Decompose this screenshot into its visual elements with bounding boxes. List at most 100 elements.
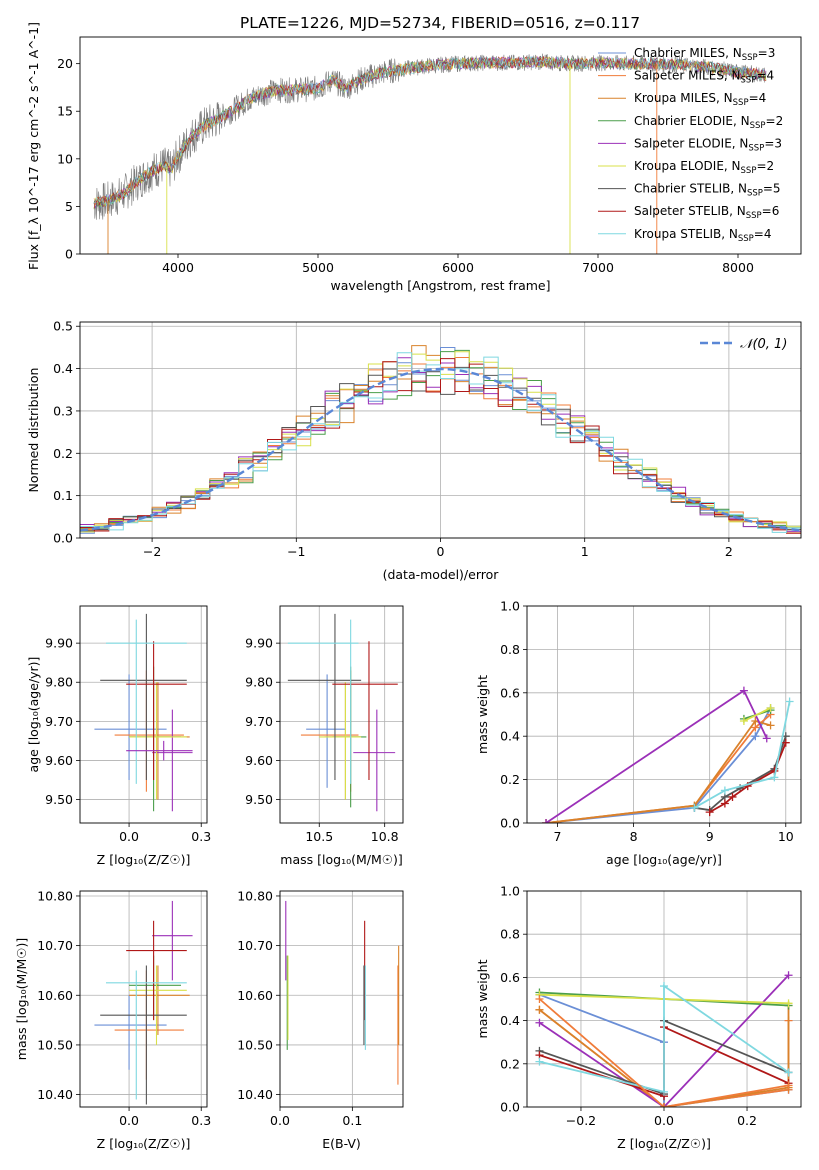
residuals-axes: −2 −1 0 1 2 0.0 0.1 0.2 0.3 0.4 0.5	[53, 319, 801, 559]
x-tick-label: 6000	[442, 260, 474, 275]
spectrum-model-line	[93, 56, 767, 207]
series-marker	[784, 999, 793, 1008]
x-tick-label: 1	[581, 544, 589, 559]
massweight_vs_Z-xlabel: Z [log₁₀(Z/Z☉)]	[617, 1136, 711, 1151]
mass_vs_ebv-plot-area	[285, 900, 400, 1085]
histogram-step	[80, 352, 801, 533]
y-tick-label: 9.70	[45, 714, 73, 729]
y-tick-label: 0.0	[500, 1100, 520, 1115]
mass_vs_Z-frame	[79, 890, 208, 1108]
age_vs_Z-plot-area	[94, 613, 193, 812]
series-marker	[720, 786, 729, 795]
x-tick-label: 8000	[722, 260, 754, 275]
y-tick-label: 1.0	[500, 884, 520, 899]
y-tick-label: 0.2	[500, 1056, 520, 1071]
series-marker	[781, 738, 790, 747]
spectrum-frame	[79, 36, 802, 255]
legend-label: Salpeter ELODIE, NSSP=3	[634, 136, 782, 153]
legend-label: Salpeter MILES, NSSP=4	[634, 69, 774, 86]
spectrum-model-line	[93, 55, 767, 210]
y-tick-label: 20	[57, 56, 73, 71]
y-tick-label: 10.70	[37, 938, 73, 953]
series-line	[545, 689, 768, 823]
legend-label: Chabrier ELODIE, NSSP=2	[634, 114, 783, 131]
spectrum-ylabel: Flux [f_λ 10^-17 erg cm^-2 s^-1 A^-1]	[26, 22, 41, 270]
y-tick-label: 10.50	[37, 1037, 73, 1052]
series-line	[743, 707, 771, 722]
y-tick-label: 9.60	[245, 753, 273, 768]
x-tick-label: 7	[553, 829, 561, 844]
age_vs_mass-frame	[279, 605, 404, 824]
x-tick-label: 0.0	[270, 1113, 290, 1128]
residuals-xlabel: (data-model)/error	[383, 567, 500, 582]
x-tick-label: 0.0	[119, 829, 139, 844]
y-tick-label: 10.70	[237, 938, 273, 953]
legend-label: 𝒩(0, 1)	[740, 337, 787, 352]
series-marker	[535, 1005, 544, 1014]
age_vs_Z-ylabel: age [log₁₀(age/yr)]	[26, 657, 41, 773]
y-tick-label: 10.80	[237, 888, 273, 903]
mass_vs_Z-xlabel: Z [log₁₀(Z/Z☉)]	[97, 1136, 191, 1151]
series-marker	[785, 697, 794, 706]
x-tick-label: 10	[778, 829, 794, 844]
series-marker	[762, 734, 771, 743]
series-line	[538, 1005, 790, 1107]
y-tick-label: 10.60	[237, 988, 273, 1003]
series-marker	[751, 732, 760, 741]
y-tick-label: 9.50	[245, 792, 273, 807]
y-tick-label: 0.1	[53, 488, 73, 503]
y-tick-label: 10.50	[237, 1037, 273, 1052]
series-line	[538, 974, 790, 1107]
series-marker	[739, 686, 748, 695]
massweight_vs_age-frame	[526, 605, 802, 824]
y-tick-label: 15	[57, 104, 73, 119]
series-marker	[535, 1057, 544, 1066]
series-line	[539, 984, 790, 1094]
spectrum-axes: 4000 5000 6000 7000 8000 0 5 10 15 20	[57, 56, 754, 275]
spectrum-model-line	[93, 55, 767, 206]
legend-label: Chabrier STELIB, NSSP=5	[634, 182, 781, 199]
y-tick-label: 0.8	[500, 927, 520, 942]
mass_vs_Z-ylabel: mass [log₁₀(M/M☉)]	[14, 938, 29, 1060]
y-tick-label: 9.80	[245, 675, 273, 690]
x-tick-label: 0.0	[654, 1113, 674, 1128]
y-tick-label: 0.2	[53, 446, 73, 461]
series-marker	[784, 1081, 793, 1090]
age_vs_Z-axes: 0.0 0.3 9.50 9.60 9.70 9.80 9.90	[45, 606, 211, 844]
series-marker	[784, 971, 793, 980]
series-marker	[766, 703, 775, 712]
series-marker	[784, 1068, 793, 1077]
y-tick-label: 0.4	[53, 361, 73, 376]
legend-label: Kroupa ELODIE, NSSP=2	[634, 159, 774, 176]
x-tick-label: 0.2	[737, 1113, 757, 1128]
x-tick-label: −1	[287, 544, 305, 559]
y-tick-label: 0.3	[53, 403, 73, 418]
series-marker	[535, 995, 544, 1003]
spectrum-xlabel: wavelength [Angstrom, rest frame]	[330, 278, 550, 293]
y-tick-label: 0.6	[500, 970, 520, 985]
massweight_vs_age-xlabel: age [log₁₀(age/yr)]	[606, 852, 722, 867]
massweight_vs_Z-frame	[526, 890, 802, 1108]
y-tick-label: 9.90	[245, 636, 273, 651]
series-line	[545, 707, 772, 823]
series-marker	[690, 803, 699, 812]
y-tick-label: 10.40	[37, 1087, 73, 1102]
series-marker	[660, 1103, 668, 1107]
x-tick-label: 7000	[582, 260, 614, 275]
x-tick-label: 8	[630, 829, 638, 844]
y-tick-label: 9.60	[45, 753, 73, 768]
age_vs_Z-xlabel: Z [log₁₀(Z/Z☉)]	[97, 852, 191, 867]
massweight_vs_age-ylabel: mass weight	[475, 675, 490, 754]
x-tick-label: 10.5	[305, 829, 333, 844]
y-tick-label: 10.60	[37, 988, 73, 1003]
series-marker	[770, 773, 779, 782]
y-tick-label: 0	[65, 247, 73, 262]
mass_vs_ebv-xlabel: E(B-V)	[322, 1136, 361, 1151]
y-tick-label: 9.90	[45, 636, 73, 651]
y-tick-label: 1.0	[500, 599, 520, 614]
x-tick-label: 5000	[302, 260, 334, 275]
x-tick-label: 9	[706, 829, 714, 844]
series-marker	[743, 782, 752, 791]
series-line	[545, 719, 771, 823]
